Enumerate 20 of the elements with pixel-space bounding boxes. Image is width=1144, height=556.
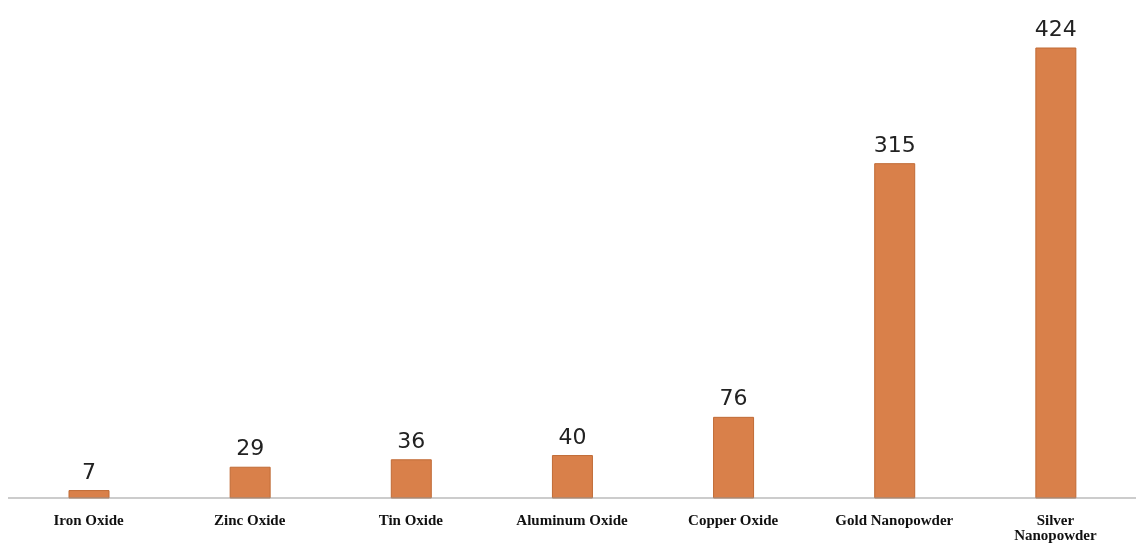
data-label: 424 [1034, 16, 1077, 41]
bar [551, 455, 593, 499]
x-tick-label: Tin Oxide [378, 511, 444, 528]
x-tick-label: Iron Oxide [53, 511, 124, 528]
data-label: 40 [558, 423, 587, 449]
data-label: 29 [236, 435, 265, 461]
bar [390, 459, 432, 499]
x-tick-label: Silver Nanopowder [1014, 511, 1098, 543]
bar [874, 163, 916, 499]
x-tick-label: Copper Oxide [688, 511, 779, 528]
x-tick-label: Zinc Oxide [214, 511, 286, 528]
x-tick-label: Gold Nanopowder [835, 511, 954, 528]
data-label: 76 [719, 385, 748, 411]
data-label: 315 [873, 131, 916, 157]
bar [1035, 47, 1077, 499]
bar [713, 416, 755, 499]
bar [229, 466, 271, 499]
x-tick-label: Aluminum Oxide [516, 511, 628, 528]
data-label: 7 [82, 458, 96, 484]
data-label: 36 [397, 427, 426, 453]
